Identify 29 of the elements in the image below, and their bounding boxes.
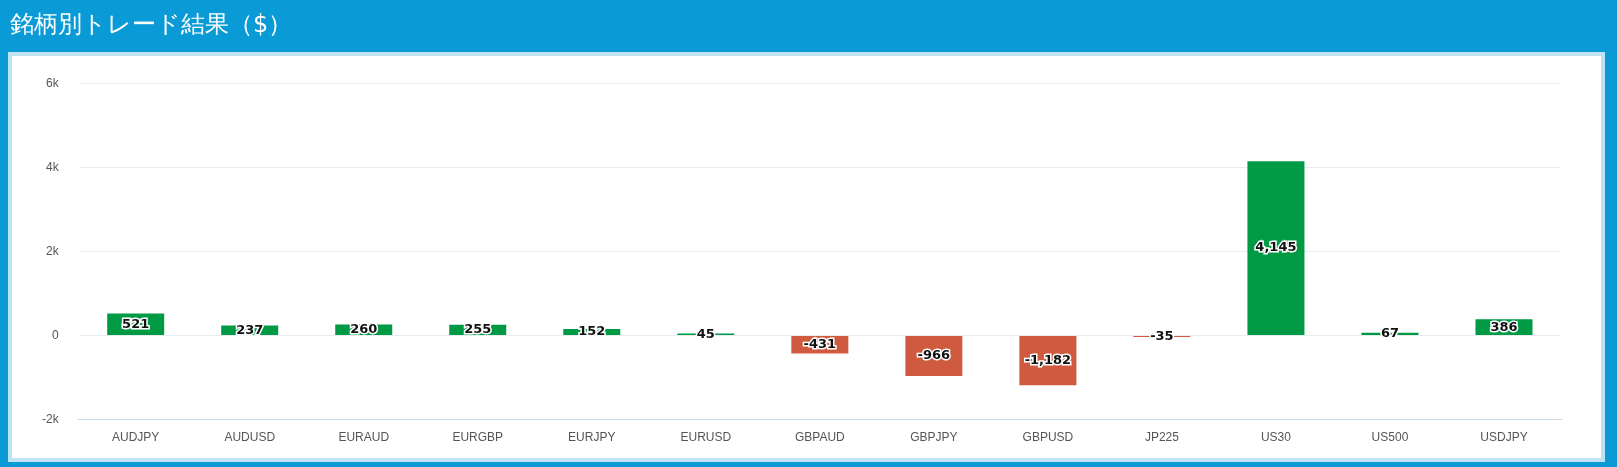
data-label: -966 [917, 347, 951, 363]
data-label: 255 [464, 321, 492, 337]
data-label: -1,182 [1024, 351, 1072, 367]
x-tick-label: EURJPY [568, 430, 616, 445]
y-tick-label: 2k [45, 243, 60, 258]
x-tick-label: JP225 [1144, 430, 1180, 445]
y-tick-label: 0 [51, 327, 59, 342]
x-tick-label: GBPAUD [794, 430, 846, 445]
y-tick-label: 6k [45, 75, 60, 90]
data-label: 521 [122, 315, 150, 331]
x-tick-label: AUDJPY [112, 430, 160, 445]
data-label: -431 [803, 336, 837, 352]
data-label: 4,145 [1255, 239, 1297, 255]
data-label: 237 [236, 321, 264, 337]
x-tick-label: GBPUSD [1022, 430, 1074, 445]
x-tick-label: USDJPY [1480, 430, 1528, 445]
x-tick-label: AUDUSD [224, 430, 276, 445]
x-tick-label: US30 [1260, 430, 1292, 445]
x-tick-label: GBPJPY [910, 430, 958, 445]
x-tick-label: US500 [1371, 430, 1409, 445]
x-tick-label: EURGBP [452, 430, 504, 445]
data-label: 260 [350, 321, 378, 337]
y-tick-label: -2k [42, 411, 60, 426]
x-tick-label: EURUSD [680, 430, 732, 445]
chart-title: 銘柄別トレード結果（$） [10, 9, 293, 40]
data-label: 386 [1490, 318, 1518, 334]
x-tick-label: EURAUD [338, 430, 390, 445]
bar [1247, 161, 1305, 335]
y-tick-label: 4k [45, 159, 60, 174]
